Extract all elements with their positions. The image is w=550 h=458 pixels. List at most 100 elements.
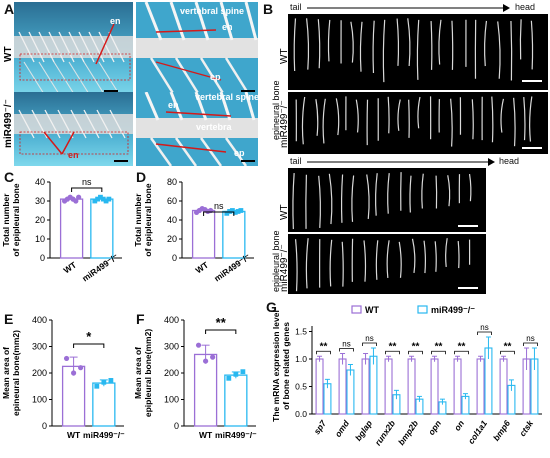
data-point	[230, 208, 235, 213]
bone-stroke	[471, 99, 474, 140]
y-tick-label: 400	[32, 315, 47, 325]
y-tick-label: 100	[164, 395, 179, 405]
bone-stroke	[293, 18, 297, 72]
y-tick-label: 30	[35, 196, 45, 206]
micro-ct-wt-lateral	[14, 2, 133, 98]
bone-stroke	[372, 20, 375, 74]
y-tick-label: 200	[32, 368, 47, 378]
significance-label: **	[320, 341, 328, 352]
bar	[315, 358, 324, 415]
bone-stroke	[292, 173, 295, 230]
significance-bracket	[523, 342, 538, 346]
significance-bracket	[203, 211, 235, 216]
scale-bar-epineural-ko	[522, 147, 542, 149]
bone-stroke	[530, 20, 534, 70]
bone-stroke	[350, 21, 354, 63]
bone-stroke	[457, 241, 460, 269]
significance-label: **	[504, 341, 512, 352]
data-point	[71, 370, 77, 376]
bar	[499, 358, 508, 415]
y-axis-label: Mean area ofepineural bone(mm2)	[1, 330, 21, 416]
bone-stroke	[397, 99, 401, 131]
x-tick-label: bmp2b	[396, 418, 420, 447]
y-tick-label: 0	[172, 253, 177, 263]
bar	[92, 382, 116, 427]
data-point	[73, 198, 79, 204]
data-point	[235, 209, 241, 214]
bone-stroke	[375, 240, 379, 280]
x-tick-label: bglap	[353, 418, 374, 442]
significance-bracket	[362, 342, 377, 346]
chart-f-epipleural-area: 0 100 200 300 400 Mean area ofepipleural bone…	[133, 315, 257, 440]
epineural-bones-wt	[288, 14, 548, 90]
bone-stroke	[523, 97, 526, 141]
x-tick-label: WT	[67, 430, 81, 440]
bone-stroke	[328, 173, 333, 225]
bone-stroke	[445, 238, 448, 268]
data-point	[101, 379, 107, 385]
bone-stroke	[329, 239, 333, 287]
panel-letter-b: B	[263, 1, 274, 17]
bone-stroke	[411, 238, 416, 274]
bone-stroke	[366, 174, 370, 220]
bone-stroke	[327, 19, 331, 62]
bone-stroke	[435, 175, 438, 209]
direction-head-top: head	[515, 2, 536, 12]
y-tick-label: 0	[40, 253, 45, 263]
significance-label: **	[216, 315, 227, 330]
bone-stroke	[513, 97, 516, 147]
bone-stroke	[416, 19, 420, 80]
bone-stroke	[351, 175, 355, 222]
significance-label: ns	[365, 334, 373, 343]
data-point	[210, 354, 216, 360]
data-point	[76, 194, 82, 200]
label-vertebra-ko: vertebra	[196, 122, 232, 132]
data-point	[233, 371, 239, 377]
panel-letter-g: G	[266, 299, 277, 315]
panel-letter-f: F	[136, 311, 145, 327]
data-point	[98, 194, 103, 200]
bar	[369, 355, 378, 415]
significance-bracket	[316, 350, 331, 355]
direction-arrow-top	[307, 4, 510, 12]
x-tick-label: bmp6	[491, 418, 512, 443]
label-ep-ko-zoom: ep	[234, 148, 245, 158]
bone-stroke	[447, 175, 451, 207]
bar	[90, 198, 114, 259]
bone-stroke	[438, 19, 442, 65]
data-point	[94, 383, 100, 389]
panel-letter-a: A	[4, 1, 15, 17]
significance-bracket	[408, 350, 423, 355]
bar	[323, 383, 332, 415]
y-tick-label: 0	[42, 421, 47, 431]
direction-head-bottom: head	[499, 156, 520, 166]
data-point	[63, 355, 70, 362]
chart-c-epipleural-count: 0 10 20 30 40 Total numberof epipleural bone W…	[1, 177, 122, 284]
significance-bracket	[500, 350, 515, 355]
bone-stroke	[423, 240, 427, 274]
direction-tail-top: tail	[290, 2, 302, 12]
bone-stroke	[408, 99, 410, 138]
epipleural-bones-wt	[288, 168, 486, 232]
x-tick-label: WT	[194, 259, 211, 275]
bone-stroke	[450, 98, 453, 147]
bar	[338, 358, 347, 415]
x-tick-label: WT	[62, 259, 79, 275]
bone-stroke	[315, 99, 319, 136]
data-point	[92, 198, 98, 204]
bone-stroke	[417, 96, 421, 129]
bone-stroke	[335, 98, 340, 136]
significance-bracket	[71, 187, 103, 192]
epineural-bones-ko	[288, 92, 548, 154]
label-vertebral-spine-ko: vertebral spine	[195, 92, 260, 102]
panel-letter-d: D	[136, 169, 147, 185]
y-tick-label: 1.0	[295, 354, 307, 364]
bone-stroke	[355, 99, 359, 133]
data-point	[100, 196, 106, 202]
significance-bracket	[431, 350, 446, 355]
bone-stroke	[387, 173, 390, 214]
data-point	[232, 210, 238, 215]
y-tick-label: 20	[167, 234, 177, 244]
bone-stroke	[519, 19, 522, 60]
bone-stroke	[294, 239, 298, 292]
